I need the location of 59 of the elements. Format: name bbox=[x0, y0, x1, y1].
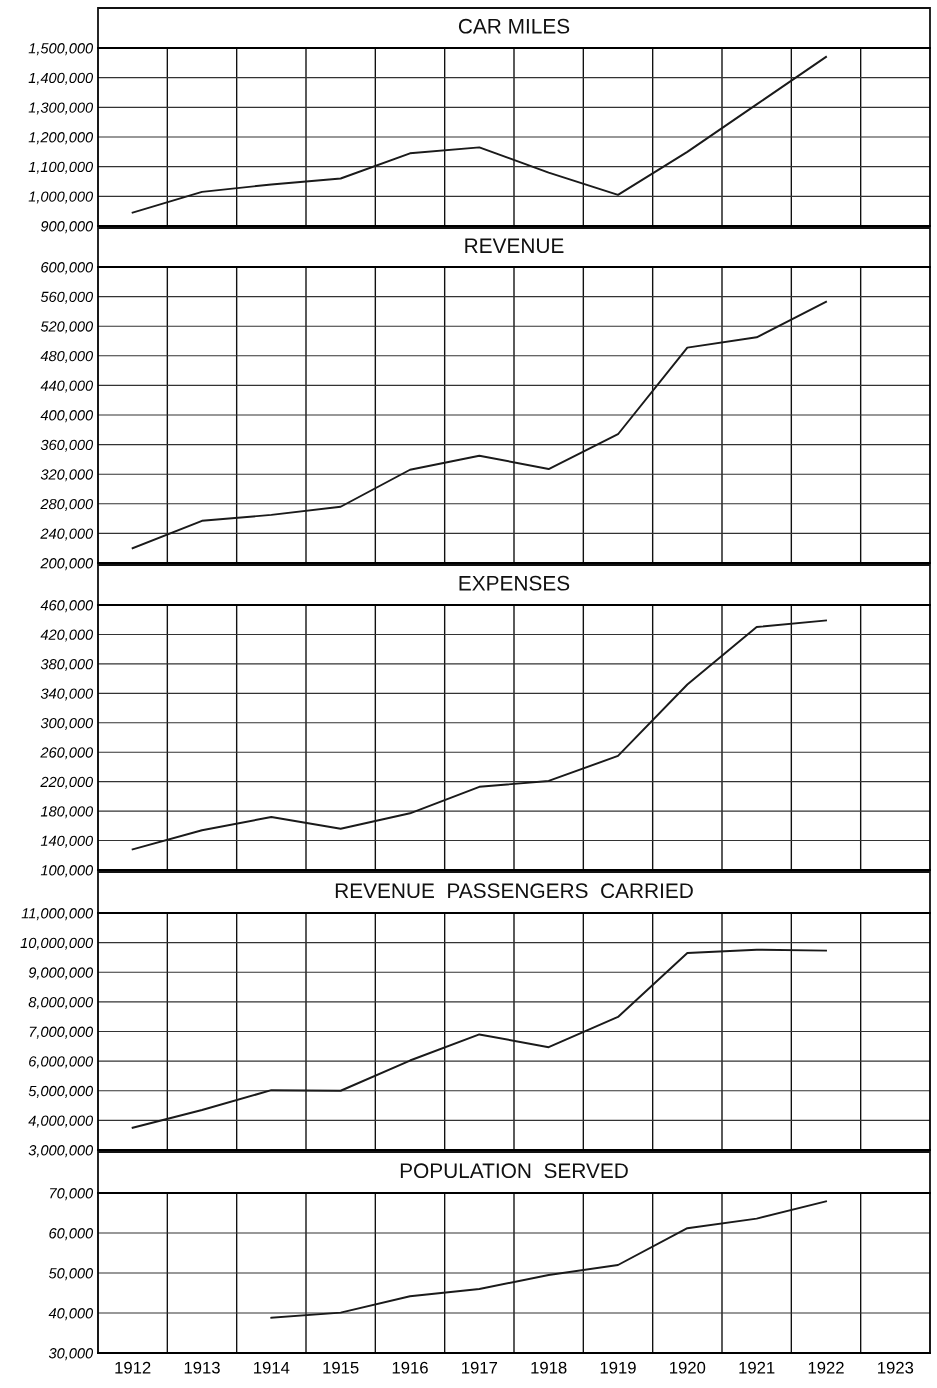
chart-title: REVENUE PASSENGERS CARRIED bbox=[335, 883, 693, 899]
x-tick-label: 1921 bbox=[739, 1361, 775, 1374]
x-tick-label: 1917 bbox=[462, 1361, 498, 1374]
y-tick-label: 50,000 bbox=[48, 1268, 94, 1281]
y-tick-label: 11,000,000 bbox=[21, 908, 94, 921]
y-tick-label: 1,100,000 bbox=[28, 161, 94, 174]
y-tick-label: 460,000 bbox=[40, 600, 94, 613]
y-tick-label: 180,000 bbox=[40, 806, 94, 819]
y-tick-label: 1,500,000 bbox=[28, 43, 94, 56]
x-tick-label: 1914 bbox=[254, 1361, 290, 1374]
y-tick-label: 200,000 bbox=[40, 558, 94, 571]
y-tick-label: 60,000 bbox=[49, 1228, 94, 1241]
y-tick-label: 240,000 bbox=[40, 528, 94, 541]
y-tick-label: 560,000 bbox=[40, 291, 94, 304]
chart-title: EXPENSES bbox=[459, 575, 570, 591]
y-tick-label: 400,000 bbox=[40, 410, 94, 423]
y-tick-label: 600,000 bbox=[41, 262, 94, 275]
y-tick-label: 220,000 bbox=[40, 776, 94, 789]
y-tick-label: 8,000,000 bbox=[28, 996, 94, 1010]
y-tick-label: 7,000,000 bbox=[29, 1026, 94, 1039]
x-tick-label: 1923 bbox=[878, 1361, 914, 1374]
x-tick-label: 1918 bbox=[531, 1361, 567, 1374]
x-tick-label: 1913 bbox=[184, 1361, 220, 1374]
y-tick-label: 3,000,000 bbox=[28, 1145, 94, 1158]
chart-title: REVENUE bbox=[465, 238, 564, 254]
y-tick-label: 320,000 bbox=[40, 469, 94, 482]
y-tick-label: 30,000 bbox=[48, 1348, 94, 1361]
y-tick-label: 4,000,000 bbox=[28, 1115, 94, 1128]
y-tick-label: 520,000 bbox=[40, 321, 94, 334]
y-tick-label: 380,000 bbox=[40, 658, 94, 672]
y-tick-label: 100,000 bbox=[40, 865, 94, 878]
y-tick-label: 480,000 bbox=[40, 350, 94, 363]
y-tick-label: 420,000 bbox=[40, 629, 94, 642]
x-tick-label: 1920 bbox=[670, 1361, 706, 1374]
x-tick-label: 1919 bbox=[600, 1361, 636, 1374]
y-tick-label: 70,000 bbox=[50, 1188, 94, 1201]
y-tick-label: 9,000,000 bbox=[28, 967, 94, 980]
x-tick-label: 1912 bbox=[115, 1361, 151, 1374]
y-tick-label: 340,000 bbox=[40, 688, 94, 701]
chart-title: POPULATION SERVED bbox=[400, 1163, 628, 1179]
y-tick-label: 300,000 bbox=[40, 717, 94, 730]
y-tick-label: 1,200,000 bbox=[28, 132, 94, 145]
chart-title: CAR MILES bbox=[458, 18, 570, 34]
y-tick-label: 260,000 bbox=[40, 747, 94, 760]
y-tick-label: 10,000,000 bbox=[20, 937, 94, 950]
y-tick-label: 6,000,000 bbox=[29, 1056, 94, 1069]
y-tick-label: 900,000 bbox=[40, 221, 94, 234]
x-tick-label: 1916 bbox=[392, 1361, 428, 1374]
y-tick-label: 5,000,000 bbox=[28, 1085, 94, 1098]
y-tick-label: 1,400,000 bbox=[28, 72, 94, 85]
y-tick-label: 1,000,000 bbox=[28, 191, 94, 204]
y-tick-label: 280,000 bbox=[40, 498, 94, 511]
x-tick-label: 1922 bbox=[808, 1361, 844, 1374]
y-tick-label: 440,000 bbox=[40, 380, 94, 393]
y-tick-label: 360,000 bbox=[40, 439, 94, 452]
y-tick-label: 40,000 bbox=[48, 1308, 94, 1321]
x-tick-label: 1915 bbox=[323, 1361, 359, 1374]
y-tick-label: 140,000 bbox=[40, 835, 94, 848]
y-tick-label: 1,300,000 bbox=[28, 102, 94, 115]
